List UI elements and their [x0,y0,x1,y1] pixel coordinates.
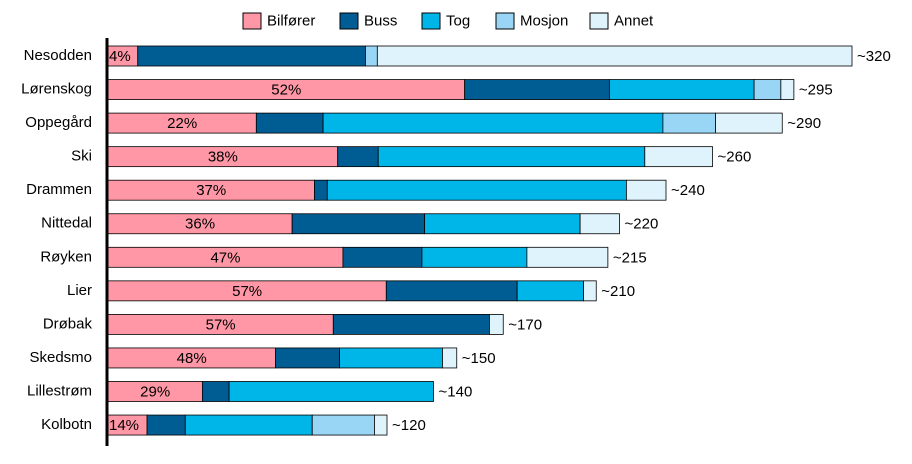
bar-segment [326,179,627,201]
category-label: Lier [67,282,92,299]
bar-segment [424,213,581,235]
bar-segment [583,280,597,302]
bar-segment [332,313,490,335]
bar-segment [579,213,620,235]
legend-swatch [421,12,441,30]
bar-segment [516,280,584,302]
legend-swatch [495,12,515,30]
bar-segment [339,347,443,369]
bar-segment [625,179,667,201]
bar-segment [442,347,458,369]
bar-segment [464,79,610,100]
total-label: ~170 [508,316,542,333]
bar-segment [201,381,230,402]
value-label: 4% [109,48,131,65]
bar-segment [291,213,426,235]
category-label: Drøbak [43,315,93,332]
total-label: ~320 [857,48,891,65]
bar-segment [377,146,646,168]
bar-segment [274,347,340,369]
value-label: 48% [177,350,207,367]
bar-segment [526,246,609,268]
bar-segment [322,112,664,134]
legend-label: Mosjon [520,12,568,29]
value-label: 29% [140,383,170,400]
bar-segment [385,280,518,302]
total-label: ~290 [787,115,821,132]
bar-segment [342,246,423,268]
bar-segment [715,112,783,134]
category-label: Kolbotn [41,416,92,433]
total-label: ~210 [601,283,635,300]
legend-label: Tog [446,12,470,29]
value-label: 14% [109,417,139,434]
value-label: 22% [167,115,197,132]
category-label: Røyken [40,248,92,265]
category-label: Nesodden [24,47,92,64]
category-label: Oppegård [25,114,92,131]
bar-segment [662,112,716,134]
category-label: Lørenskog [21,81,92,98]
total-label: ~140 [439,383,473,400]
bar-segment [608,79,755,100]
bar-segment [137,45,366,67]
bar-segment [753,79,782,100]
value-label: 36% [185,216,215,233]
category-label: Nittedal [41,215,92,232]
bar-segment [644,146,713,168]
total-label: ~240 [671,182,705,199]
bar-segment [311,414,375,436]
total-label: ~215 [613,249,647,266]
value-label: 57% [206,316,236,333]
value-label: 47% [210,249,240,266]
bar-segment [374,414,388,436]
legend-swatch [242,12,262,30]
bar-segment [780,79,795,100]
bar-segment [228,381,434,402]
total-label: ~150 [462,350,496,367]
legend-swatch [589,12,609,30]
value-label: 37% [196,182,226,199]
legend-label: Annet [614,12,654,29]
total-label: ~295 [799,82,833,99]
bar-segment [376,45,853,67]
bar-segment [314,179,328,201]
legend-swatch [339,12,359,30]
value-label: 38% [208,149,238,166]
category-label: Lillestrøm [27,382,92,399]
bar-segment [421,246,528,268]
category-label: Drammen [26,181,92,198]
category-label: Skedsmo [29,349,92,366]
bar-segment [184,414,313,436]
total-label: ~220 [625,216,659,233]
total-label: ~120 [392,417,426,434]
bar-segment [365,45,378,67]
bar-segment [337,146,379,168]
legend-label: Buss [364,12,397,29]
bar-segment [489,313,504,335]
value-label: 57% [232,283,262,300]
bar-segment [255,112,324,134]
legend-label: Bilfører [267,12,315,29]
total-label: ~260 [718,149,752,166]
value-label: 52% [271,82,301,99]
category-label: Ski [71,148,92,165]
bar-segment [146,414,186,436]
